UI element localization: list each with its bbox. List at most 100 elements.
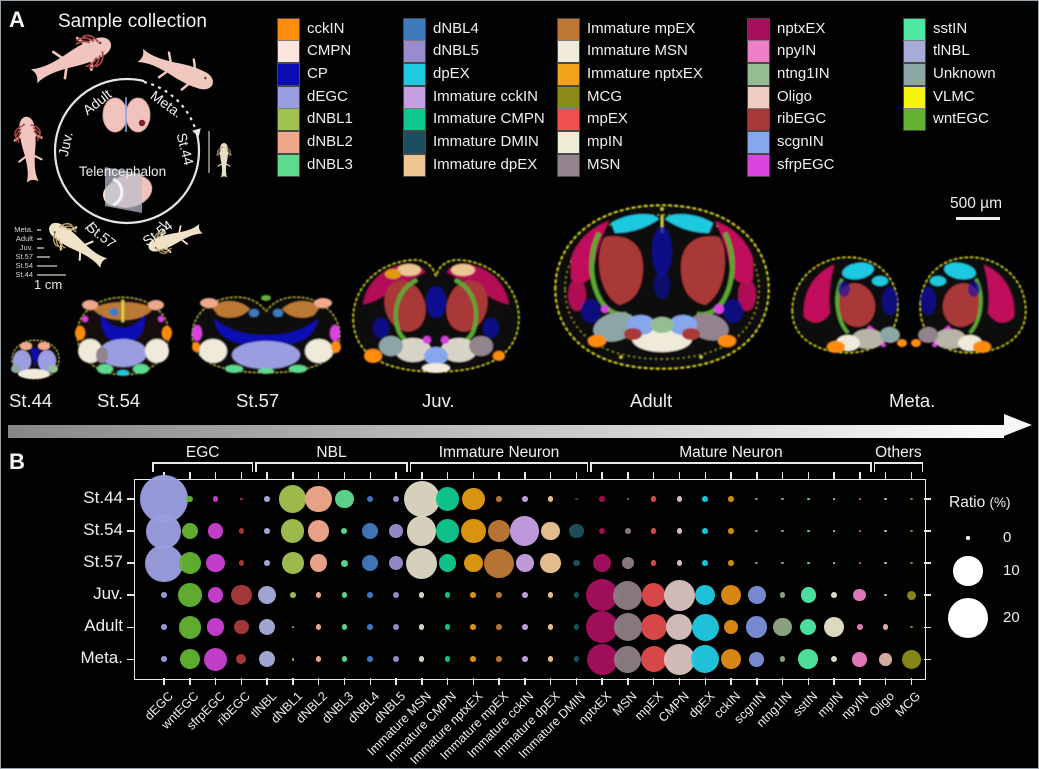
legend-label-mpEX: mpEX [587,110,628,128]
dot-St.44-dNBL1 [279,485,307,513]
dot-Meta.-dNBL2 [315,656,322,662]
dot-Meta.-Immature CMPN [444,656,451,662]
legend-label-cckIN: cckIN [307,19,345,37]
group-label-Others: Others [875,444,922,461]
y-tick-right [924,626,931,628]
x-tick-bottom [369,678,371,685]
dot-St.57-npyIN [858,561,862,565]
dot-Adult-CMPN [666,614,693,641]
x-tick-top [369,472,371,479]
y-tick-right [924,594,931,596]
group-label-EGC: EGC [185,444,220,461]
dot-Juv.-MSN [613,580,643,610]
x-tick-bottom [859,678,861,685]
x-tick-bottom [781,678,784,685]
section-st44-image [11,339,60,380]
size-scale-label-St.54: St.54 [15,261,33,270]
x-tick-top [807,472,809,479]
dot-Meta.-dEGC [161,656,167,662]
legend-label-dpEX: dpEX [433,64,470,82]
dot-St.44-mpIN [832,497,836,501]
x-tick-bottom [472,678,474,685]
dot-St.44-sfrpEGC [212,496,219,502]
dot-St.54-Immature MSN [407,516,437,546]
dot-St.57-dNBL2 [309,554,328,572]
timeline-arrowhead [1004,414,1032,436]
y-tick-left [127,594,134,596]
legend-label-dNBL1: dNBL1 [307,110,353,128]
legend-swatch-mpEX [558,109,579,131]
dot-Juv.-dpEX [694,584,716,606]
legend-label-Immature cckIN: Immature cckIN [433,87,539,105]
x-tick-bottom [807,678,809,685]
dot-Juv.-Immature DMIN [573,592,580,598]
dot-St.57-Immature nptxEX [464,553,483,573]
legend-label-MCG: MCG [587,87,622,105]
dot-Juv.-Immature cckIN [522,592,528,598]
x-tick-top [240,472,243,479]
dot-Juv.-Immature dpEX [547,592,554,598]
dot-St.57-cckIN [728,560,734,566]
dot-Adult-Oligo [882,624,889,630]
dot-Adult-dpEX [691,613,719,641]
section-st57-image [191,295,341,374]
legend-swatch-ribEGC [748,109,769,131]
legend-label-Immature dpEX: Immature dpEX [433,155,538,173]
group-bracket-end [590,462,592,472]
dot-St.44-Immature mpEX [496,496,502,502]
group-bracket-EGC [152,462,254,464]
legend-label-Immature mpEX: Immature mpEX [587,19,696,37]
metamorphosed-salamander-illustration [137,48,213,91]
x-tick-bottom [884,678,887,685]
section-meta-image [791,256,1027,354]
x-tick-bottom [343,678,346,685]
dot-Meta.-dNBL5 [393,656,399,662]
x-tick-top [317,472,320,479]
ratio-legend-dot-0 [966,536,970,540]
dot-St.54-nptxEX [599,527,606,535]
x-tick-bottom [292,678,294,685]
x-tick-top [524,472,526,479]
dot-St.57-sstIN [807,561,810,565]
dot-Juv.-mpIN [831,592,837,598]
legend-label-dEGC: dEGC [307,87,348,105]
x-tick-top [498,472,500,479]
legend-label-dNBL3: dNBL3 [307,155,353,173]
dot-Juv.-MCG [906,590,916,600]
dot-St.54-dNBL2 [307,520,330,542]
legend-label-MSN: MSN [587,155,621,173]
legend-swatch-dNBL4 [404,18,425,40]
dot-St.54-dNBL5 [389,524,403,538]
dot-St.57-scgnIN [755,561,758,565]
dot-Juv.-dNBL2 [315,592,322,598]
dot-St.54-npyIN [858,529,862,533]
dot-Adult-dNBL3 [341,624,348,630]
section-label-meta: Meta. [889,390,936,411]
dot-Meta.-Immature DMIN [573,656,580,662]
x-tick-bottom [163,678,165,685]
dot-St.54-mpEX [650,528,657,534]
dot-St.54-dNBL1 [281,519,305,543]
dot-Juv.-Immature MSN [418,592,425,598]
dot-St.44-tlNBL [264,496,270,502]
group-bracket-end [586,462,589,472]
dot-Adult-Immature nptxEX [470,624,476,630]
dot-Juv.-mpEX [641,583,666,607]
dot-St.44-cckIN [728,496,734,502]
column-label-npyIN: npyIN [838,689,872,722]
dot-Adult-ntng1IN [773,617,792,637]
ratio-legend-unit: (%) [989,495,1011,510]
group-bracket-end [921,462,924,472]
dot-St.44-Immature nptxEX [462,487,485,511]
legend-swatch-sfrpEGC [748,154,769,176]
x-tick-bottom [756,678,758,685]
dot-St.57-wntEGC [178,551,201,575]
dot-Meta.-ntng1IN [779,656,786,662]
dot-St.44-Immature MSN [403,480,440,518]
legend-swatch-dpEX [404,63,425,85]
dot-Meta.-mpIN [830,656,838,663]
dot-Adult-dNBL5 [393,624,399,630]
legend-swatch-Immature DMIN [404,132,425,153]
dot-St.44-Immature DMIN [575,497,578,501]
